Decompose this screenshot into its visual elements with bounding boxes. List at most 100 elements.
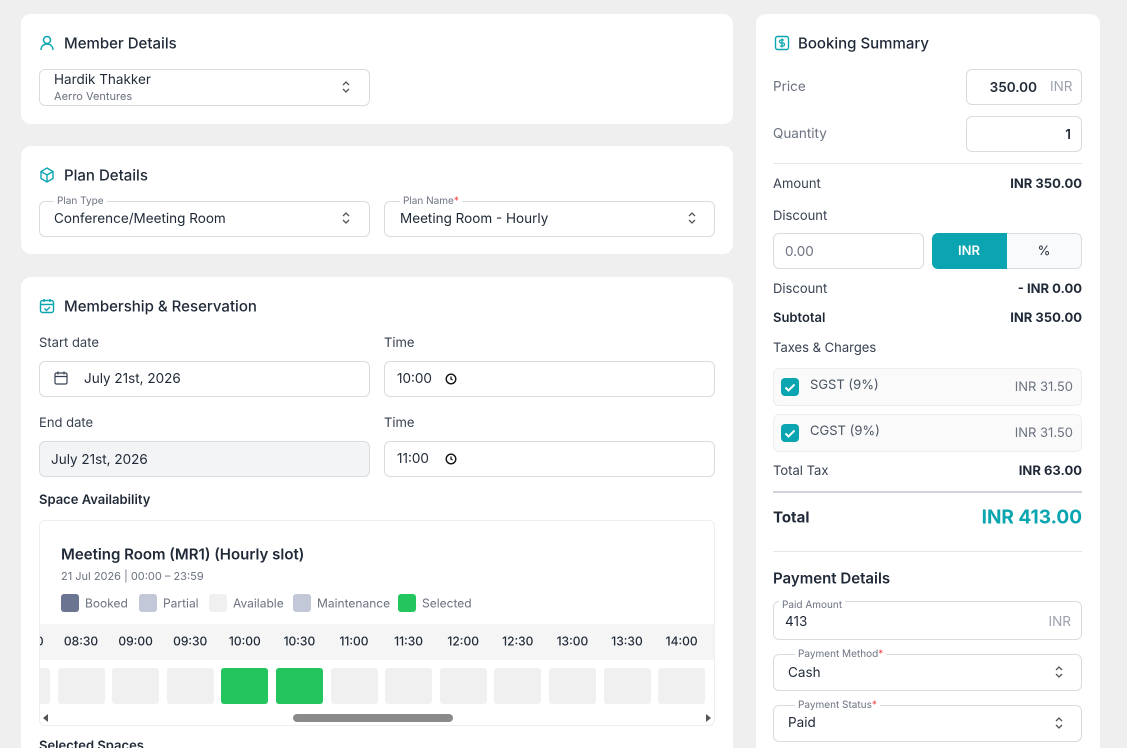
chevron: [688, 212, 696, 224]
required-mark: *: [453, 195, 459, 207]
legend-label: Selected: [422, 595, 472, 611]
required-mark: *: [871, 699, 877, 711]
end-time-label: Time: [384, 415, 415, 431]
paid-currency: INR: [1048, 614, 1072, 630]
end-time-input[interactable]: [384, 441, 715, 477]
clock-icon: [445, 453, 457, 465]
status-label-text: Payment Status: [798, 699, 872, 711]
scrollbar[interactable]: [40, 711, 714, 725]
discount-option-active[interactable]: [932, 233, 1007, 269]
slot-cell[interactable]: [221, 668, 269, 704]
amount: INR 350.00: [1010, 176, 1082, 192]
plan-type-select[interactable]: [39, 201, 370, 237]
slot-cell[interactable]: [439, 668, 487, 704]
price-input[interactable]: [966, 69, 1082, 105]
chevron: [342, 81, 350, 93]
divider: [773, 163, 1082, 164]
start-time: 10:00: [397, 371, 432, 387]
slot-time: 12:30: [502, 633, 534, 649]
plan-title: Plan Details: [64, 165, 148, 185]
method-select[interactable]: [773, 654, 1082, 691]
start-time-input[interactable]: [384, 361, 715, 397]
discount-line-label: Discount: [773, 281, 828, 297]
slot-time: 08:00: [40, 634, 44, 649]
start-label: Start date: [39, 335, 99, 351]
plan-name-select[interactable]: [384, 201, 715, 237]
box-icon: [40, 167, 54, 183]
slot-cell[interactable]: [40, 668, 50, 704]
total-tax: INR 63.00: [1018, 463, 1082, 479]
member-select[interactable]: [39, 69, 370, 106]
slot-time: 14:00: [665, 633, 698, 649]
payment-title: Payment Details: [773, 568, 891, 588]
start-time-label: Time: [384, 335, 415, 351]
start-date: July 21st, 2026: [84, 371, 181, 387]
slot-time: 13:30: [611, 633, 643, 649]
end-time: 11:00: [397, 451, 429, 467]
status-select[interactable]: [773, 705, 1082, 742]
amount-label: Amount: [773, 176, 821, 192]
paid: 413: [785, 614, 808, 630]
tax-checkbox[interactable]: [781, 424, 799, 442]
legend-swatch: [293, 594, 311, 612]
tax-name: SGST (9%): [810, 377, 879, 393]
legend-swatch: [61, 594, 79, 612]
end-label: End date: [39, 415, 94, 431]
total-tax-label: Total Tax: [773, 463, 829, 479]
method-label: Payment Method*: [795, 648, 887, 660]
start-date-input[interactable]: [39, 361, 370, 397]
total: INR 413.00: [981, 505, 1082, 529]
discount-input[interactable]: [773, 233, 924, 269]
tax-checkbox[interactable]: [781, 378, 799, 396]
slot-time: 10:00: [228, 633, 261, 649]
method-label-text: Payment Method: [798, 648, 879, 660]
discount-option[interactable]: %: [1037, 243, 1051, 259]
price: 350.00: [989, 80, 1037, 96]
required-mark: *: [878, 648, 884, 660]
slot-cell[interactable]: [112, 668, 160, 704]
clock-icon: [445, 373, 457, 385]
divider: [773, 551, 1082, 552]
slot-grid: 08:00 08:30 09:00 09:30 10:00 10:30 11:00 11:30…: [40, 624, 714, 714]
tax-amount: INR 31.50: [1014, 379, 1073, 395]
slot-cell[interactable]: [494, 668, 542, 704]
availability-label: Space Availability: [39, 492, 151, 508]
plan-name-label: Plan Name*: [400, 195, 462, 207]
slot-cell[interactable]: [275, 668, 323, 704]
end-date-input: [39, 441, 370, 477]
time-header: [40, 624, 714, 660]
chevron: [1055, 717, 1063, 729]
slot-cell[interactable]: [330, 668, 378, 704]
slot-time: 12:00: [447, 633, 479, 649]
calendar-icon: [39, 299, 55, 314]
slot-cell[interactable]: [603, 668, 651, 704]
slot-cell[interactable]: [385, 668, 433, 704]
discount-option[interactable]: INR: [958, 243, 980, 259]
quantity: 1: [1065, 127, 1071, 143]
member-title: Member Details: [64, 33, 177, 53]
slot-time: 11:00: [339, 633, 369, 649]
slot-time: 11:30: [394, 633, 424, 649]
divider: [773, 491, 1082, 493]
tax-row: [773, 414, 1082, 452]
slot-cell[interactable]: [548, 668, 596, 704]
plan-name-label-text: Plan Name: [403, 195, 454, 207]
legend-swatch: [398, 594, 416, 612]
quantity-input[interactable]: [966, 116, 1082, 152]
selected-spaces-label: Selected Spaces: [39, 738, 144, 748]
method: Cash: [788, 665, 821, 681]
legend-label: Available: [233, 595, 284, 611]
status-label: Payment Status*: [795, 699, 880, 711]
legend-label: Maintenance: [317, 595, 391, 611]
taxes-label: Taxes & Charges: [773, 340, 877, 356]
plan-name-value: Meeting Room - Hourly: [400, 211, 549, 227]
plan-type-value: Conference/Meeting Room: [54, 211, 226, 227]
price-label: Price: [773, 79, 806, 95]
slot-cell[interactable]: [166, 668, 214, 704]
legend-swatch: [139, 594, 157, 612]
slot-time: 09:00: [118, 633, 153, 649]
status: Paid: [788, 715, 816, 731]
discount-label: Discount: [773, 208, 828, 224]
slot-cell[interactable]: [57, 668, 105, 704]
slot-cell[interactable]: [658, 668, 706, 704]
